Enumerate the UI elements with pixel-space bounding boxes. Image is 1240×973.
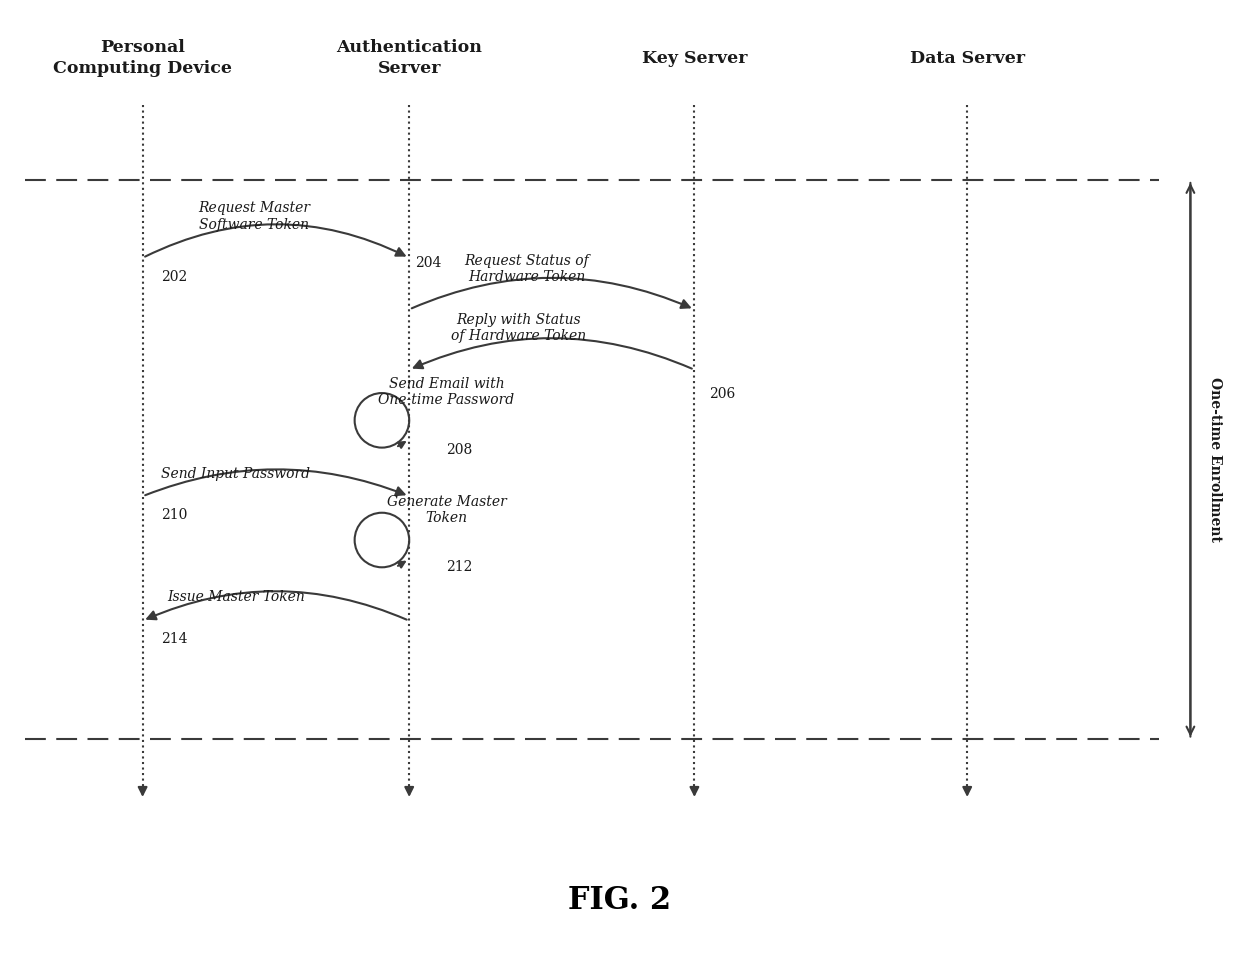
Text: FIG. 2: FIG. 2 bbox=[568, 884, 672, 916]
Text: Authentication
Server: Authentication Server bbox=[336, 40, 482, 77]
Text: 212: 212 bbox=[446, 560, 472, 574]
Text: Send Input Password: Send Input Password bbox=[161, 467, 310, 481]
Text: Send Email with
One-time Password: Send Email with One-time Password bbox=[378, 377, 515, 407]
Text: Issue Master Token: Issue Master Token bbox=[166, 591, 305, 604]
Text: 214: 214 bbox=[161, 632, 187, 646]
Text: 206: 206 bbox=[709, 387, 735, 401]
Text: Key Server: Key Server bbox=[641, 50, 748, 67]
Text: Request Master
Software Token: Request Master Software Token bbox=[198, 201, 310, 232]
Text: Generate Master
Token: Generate Master Token bbox=[387, 495, 506, 525]
Text: One-time Enrollment: One-time Enrollment bbox=[1208, 378, 1223, 542]
Text: 204: 204 bbox=[415, 256, 441, 270]
Text: 210: 210 bbox=[161, 508, 187, 522]
Text: 202: 202 bbox=[161, 270, 187, 284]
Text: Request Status of
Hardware Token: Request Status of Hardware Token bbox=[465, 254, 589, 284]
Text: Personal
Computing Device: Personal Computing Device bbox=[53, 40, 232, 77]
Text: Reply with Status
of Hardware Token: Reply with Status of Hardware Token bbox=[451, 313, 585, 343]
Text: Data Server: Data Server bbox=[910, 50, 1024, 67]
Text: 208: 208 bbox=[446, 443, 472, 456]
